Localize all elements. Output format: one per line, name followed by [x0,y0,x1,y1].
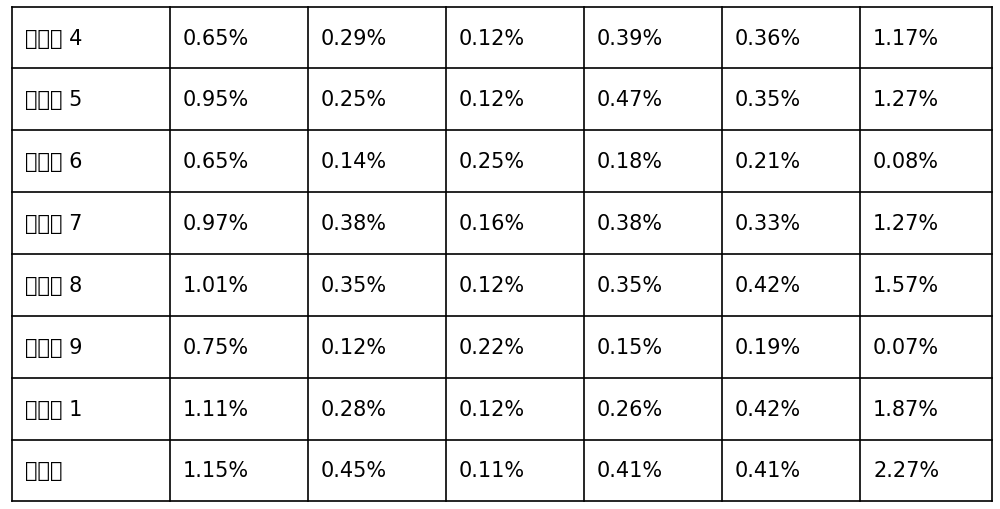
Text: 实施例 8: 实施例 8 [25,275,82,295]
Text: 0.33%: 0.33% [735,214,801,234]
Text: 实施例 6: 实施例 6 [25,152,82,172]
Text: 0.15%: 0.15% [597,337,663,357]
Text: 0.14%: 0.14% [321,152,387,172]
Text: 0.12%: 0.12% [459,399,525,419]
Text: 0.12%: 0.12% [459,275,525,295]
Text: 0.41%: 0.41% [597,461,663,480]
Text: 0.41%: 0.41% [735,461,801,480]
Text: 0.42%: 0.42% [735,399,801,419]
Text: 0.95%: 0.95% [183,90,249,110]
Text: 实施例 9: 实施例 9 [25,337,82,357]
Text: 0.47%: 0.47% [597,90,663,110]
Text: 1.15%: 1.15% [183,461,249,480]
Text: 0.12%: 0.12% [459,29,525,48]
Text: 0.38%: 0.38% [597,214,663,234]
Text: 0.65%: 0.65% [183,152,249,172]
Text: 0.65%: 0.65% [183,29,249,48]
Text: 0.97%: 0.97% [183,214,249,234]
Text: 0.12%: 0.12% [321,337,387,357]
Text: 0.35%: 0.35% [735,90,801,110]
Text: 0.25%: 0.25% [459,152,525,172]
Text: 0.26%: 0.26% [597,399,663,419]
Text: 0.45%: 0.45% [321,461,387,480]
Text: 1.87%: 1.87% [873,399,939,419]
Text: 对照组: 对照组 [25,461,62,480]
Text: 0.22%: 0.22% [459,337,525,357]
Text: 0.12%: 0.12% [459,90,525,110]
Text: 1.17%: 1.17% [873,29,939,48]
Text: 0.19%: 0.19% [735,337,801,357]
Text: 0.42%: 0.42% [735,275,801,295]
Text: 实施例 5: 实施例 5 [25,90,82,110]
Text: 1.01%: 1.01% [183,275,249,295]
Text: 0.08%: 0.08% [873,152,939,172]
Text: 2.27%: 2.27% [873,461,939,480]
Text: 0.25%: 0.25% [321,90,387,110]
Text: 0.07%: 0.07% [873,337,939,357]
Text: 1.27%: 1.27% [873,214,939,234]
Text: 0.75%: 0.75% [183,337,249,357]
Text: 0.16%: 0.16% [459,214,525,234]
Text: 0.36%: 0.36% [735,29,801,48]
Text: 0.21%: 0.21% [735,152,801,172]
Text: 0.11%: 0.11% [459,461,525,480]
Text: 对比例 1: 对比例 1 [25,399,82,419]
Text: 1.57%: 1.57% [873,275,939,295]
Text: 实施例 7: 实施例 7 [25,214,82,234]
Text: 0.28%: 0.28% [321,399,387,419]
Text: 0.29%: 0.29% [321,29,387,48]
Text: 0.35%: 0.35% [597,275,663,295]
Text: 0.18%: 0.18% [597,152,663,172]
Text: 0.39%: 0.39% [597,29,663,48]
Text: 1.11%: 1.11% [183,399,249,419]
Text: 0.35%: 0.35% [321,275,387,295]
Text: 0.38%: 0.38% [321,214,387,234]
Text: 实施例 4: 实施例 4 [25,29,82,48]
Text: 1.27%: 1.27% [873,90,939,110]
